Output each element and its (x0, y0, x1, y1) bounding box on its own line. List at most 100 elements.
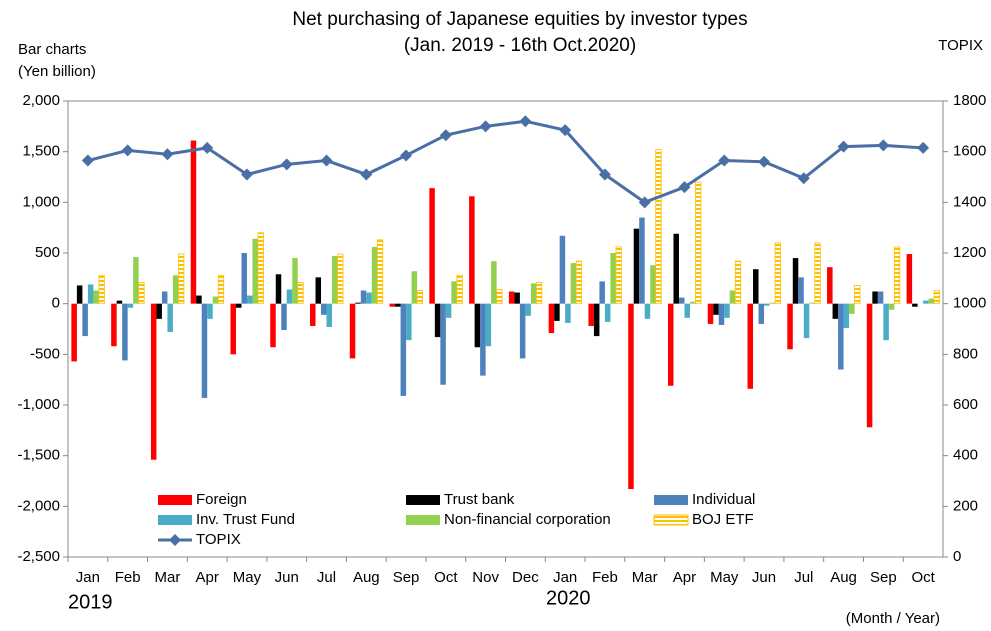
bar (827, 267, 833, 304)
topix-marker (559, 124, 572, 137)
bar (406, 303, 412, 341)
bar (76, 285, 83, 304)
x-tick-label: May (710, 569, 739, 586)
bar (615, 246, 622, 305)
bar (695, 181, 702, 305)
bar (376, 239, 384, 305)
bar (593, 303, 600, 337)
y2-tick-label: 1200 (953, 244, 986, 261)
bar (893, 246, 901, 305)
bar (190, 140, 197, 304)
x-tick-label: Apr (196, 569, 219, 586)
topix-marker (797, 172, 810, 185)
bar (178, 253, 185, 305)
bar (599, 281, 605, 304)
bar (286, 289, 293, 304)
x-tick-label: Jan (553, 569, 577, 586)
y2-tick-label: 1400 (953, 193, 986, 210)
x-tick-label: Aug (830, 569, 857, 586)
bar (292, 258, 298, 304)
y2-tick-label: 200 (953, 497, 978, 514)
bar (270, 303, 276, 348)
bar (297, 281, 304, 305)
bar (71, 303, 77, 362)
topix-marker (201, 141, 214, 154)
bar (161, 291, 168, 304)
x-tick-label: Mar (155, 569, 181, 586)
bar (434, 303, 441, 338)
legend-swatch (406, 515, 440, 525)
y2-tick-label: 1000 (953, 295, 986, 312)
bar (451, 281, 457, 304)
bar (565, 303, 571, 323)
bar (684, 303, 690, 318)
bar (535, 281, 543, 305)
bar (787, 303, 793, 350)
bar (883, 303, 889, 341)
legend-swatch (158, 495, 192, 505)
y2-axis-label: TOPIX (938, 37, 983, 54)
bar (212, 296, 219, 304)
bar (575, 260, 583, 305)
bar (246, 295, 253, 304)
y-tick-label: -1,500 (17, 447, 60, 464)
bar (456, 274, 463, 305)
bar (707, 303, 714, 324)
bar (167, 303, 173, 333)
topix-marker (638, 196, 651, 209)
bar (332, 256, 338, 304)
legend-swatch (653, 514, 689, 526)
topix-marker (240, 168, 253, 181)
x-tick-label: Oct (911, 569, 935, 586)
topix-marker (917, 141, 930, 154)
bar (230, 303, 236, 355)
bar (207, 303, 213, 319)
bar (678, 297, 685, 304)
topix-marker (439, 129, 452, 142)
chart-subtitle: (Jan. 2019 - 16th Oct.2020) (404, 35, 636, 56)
bar (371, 246, 378, 304)
bar (548, 303, 555, 334)
bar (912, 303, 918, 307)
bar (389, 303, 396, 307)
legend-label: Individual (692, 491, 755, 508)
bar (360, 290, 367, 304)
topix-marker (718, 154, 731, 167)
bar (485, 303, 492, 347)
bar (798, 277, 804, 304)
topix-marker (81, 154, 94, 167)
bar (713, 303, 719, 315)
bar (519, 303, 526, 359)
bar (156, 303, 162, 319)
bar (508, 291, 515, 304)
bar (734, 260, 742, 305)
x-tick-label: Jun (752, 569, 776, 586)
bar (395, 303, 401, 307)
bar (201, 303, 208, 398)
bar (87, 284, 94, 304)
plot-area (67, 100, 944, 558)
bar (400, 303, 407, 396)
topix-line (87, 119, 924, 205)
bar (310, 303, 316, 326)
bar (252, 238, 258, 304)
bar (633, 228, 640, 304)
topix-marker (837, 140, 850, 153)
bar (411, 271, 418, 304)
bar (491, 261, 497, 304)
bar (480, 303, 486, 376)
y-tick-label: 1,000 (22, 193, 60, 210)
bar (355, 302, 361, 304)
bar (639, 217, 645, 304)
bar (667, 303, 674, 386)
bar (832, 303, 839, 319)
year-label: 2019 (68, 591, 113, 613)
bar (241, 253, 247, 304)
bar (923, 300, 929, 304)
bar (93, 290, 99, 304)
bar (469, 196, 475, 304)
topix-marker (280, 158, 293, 171)
bar (877, 291, 884, 304)
bar (172, 275, 179, 304)
bar (644, 303, 651, 319)
